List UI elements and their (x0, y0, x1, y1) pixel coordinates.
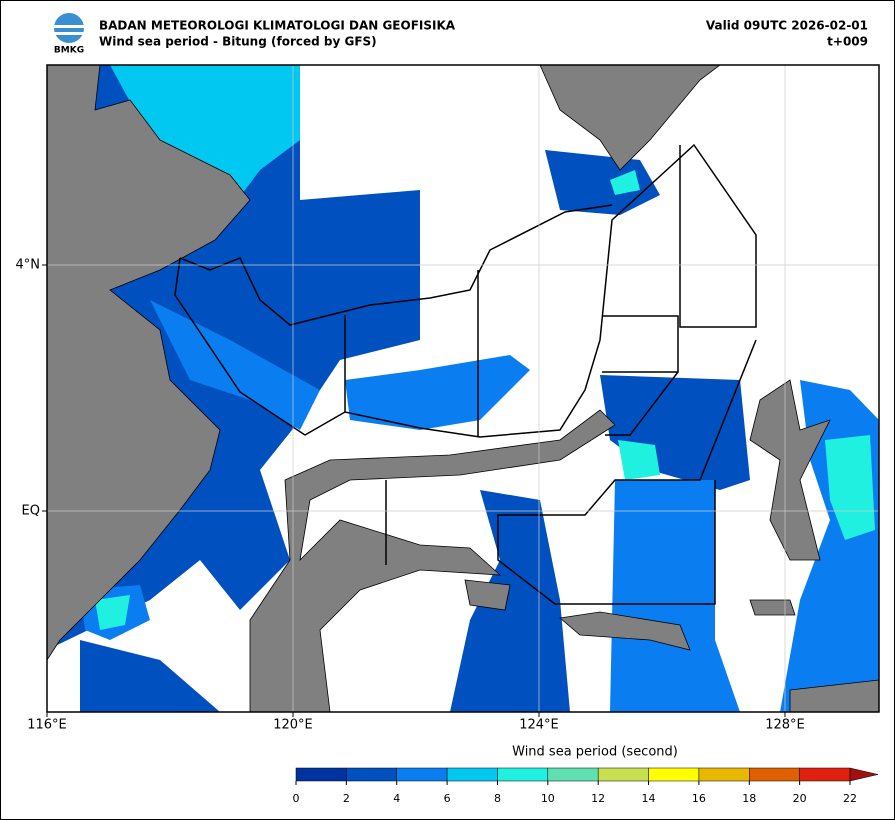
organization: BADAN METEOROLOGI KLIMATOLOGI DAN GEOFIS… (99, 19, 456, 33)
forecast-step: t+009 (827, 35, 868, 49)
y-tick-label: 4°N (16, 258, 41, 273)
colorbar-segment (799, 767, 851, 782)
colorbar-tick-label: 14 (642, 792, 656, 805)
colorbar-segment (547, 767, 599, 782)
colorbar-segment (497, 767, 549, 782)
colorbar-tick-label: 18 (742, 792, 756, 805)
map-frame (46, 64, 880, 713)
region-outlines (174, 143, 757, 605)
map (47, 65, 879, 712)
colorbar-tick-label: 6 (444, 792, 451, 805)
colorbar-tick-label: 24 (893, 792, 895, 805)
colorbar-tick-label: 22 (843, 792, 857, 805)
logo-text: BMKG (54, 46, 84, 56)
x-tick-label: 124°E (519, 718, 559, 733)
colorbar-tick-label: 0 (293, 792, 300, 805)
colorbar-extension (849, 767, 879, 782)
x-tick-label: 128°E (765, 718, 805, 733)
colorbar-segment (698, 767, 750, 782)
x-tick-label: 120°E (273, 718, 313, 733)
valid-time: Valid 09UTC 2026-02-01 (706, 19, 868, 33)
colorbar-segment (446, 767, 498, 782)
colorbar-tick-label: 2 (343, 792, 350, 805)
logo: BMKG (54, 13, 84, 56)
colorbar-tick-label: 10 (541, 792, 555, 805)
colorbar-segment (749, 767, 800, 782)
colorbar-segment (648, 767, 700, 782)
colorbar-tick-label: 12 (591, 792, 605, 805)
title: Wind sea period - Bitung (forced by GFS) (99, 35, 377, 49)
colorbar-tick-label: 20 (793, 792, 807, 805)
colorbar-tick-label: 4 (393, 792, 400, 805)
colorbar-segment (597, 767, 649, 782)
colorbar-title: Wind sea period (second) (512, 745, 678, 760)
colorbar-segment (396, 767, 448, 782)
y-tick-label: EQ (22, 504, 40, 519)
colorbar-segment (295, 767, 347, 782)
colorbar-tick-label: 8 (494, 792, 501, 805)
colorbar-segment (346, 767, 397, 782)
x-tick-label: 116°E (27, 718, 67, 733)
colorbar-tick-label: 16 (692, 792, 706, 805)
